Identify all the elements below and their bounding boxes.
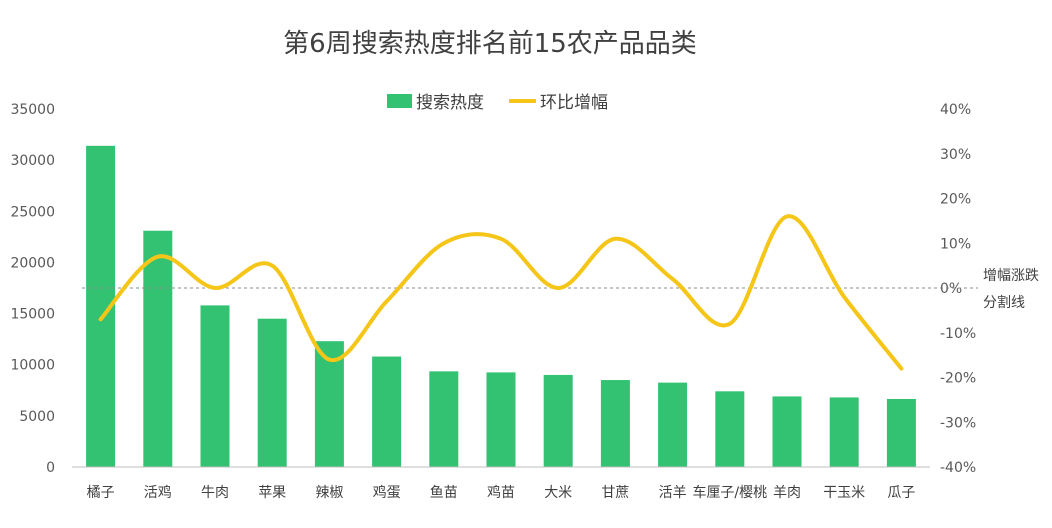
right-axis-tick-label: -20%: [940, 371, 976, 387]
left-axis-tick-label: 0: [46, 460, 55, 476]
category-label: 甘蔗: [601, 485, 629, 501]
bar: [486, 372, 516, 467]
bar: [372, 356, 402, 467]
category-label: 瓜子: [887, 485, 915, 501]
right-axis: -40% -30% -20% -10% 0% 10% 20% 30% 40%: [940, 102, 976, 476]
right-axis-tick-label: -30%: [940, 415, 976, 431]
bar: [200, 305, 230, 467]
bar: [772, 396, 802, 467]
category-label: 车厘子/樱桃: [692, 484, 767, 501]
category-label: 辣椒: [315, 485, 343, 501]
category-label: 活鸡: [144, 484, 172, 501]
bar: [658, 382, 688, 467]
category-label: 干玉米: [823, 485, 865, 501]
bar: [314, 341, 344, 467]
category-label: 羊肉: [773, 485, 801, 501]
category-label: 活羊: [659, 485, 687, 501]
bar-series: [86, 145, 916, 467]
right-axis-tick-label: 10%: [940, 236, 971, 252]
legend-label-search-heat: 搜索热度: [416, 93, 484, 113]
bar: [429, 371, 459, 467]
legend-label-growth: 环比增幅: [540, 93, 608, 113]
left-axis-tick-label: 35000: [10, 102, 55, 118]
right-axis-tick-label: 0%: [940, 281, 962, 297]
bar: [600, 380, 630, 467]
x-axis: 橘子 活鸡 牛肉 苹果 辣椒 鸡蛋 鱼苗 鸡苗 大米 甘蔗 活羊 车厘子/樱桃 羊肉 干玉米 瓜子: [72, 466, 930, 501]
left-axis-tick-label: 25000: [10, 204, 55, 220]
right-axis-tick-label: -40%: [940, 460, 976, 476]
right-axis-tick-label: 20%: [940, 192, 971, 208]
legend: 搜索热度 环比增幅: [387, 93, 608, 113]
bar: [886, 398, 916, 467]
left-axis: 0 5000 10000 15000 20000 25000 30000 35000: [10, 102, 55, 476]
right-axis-tick-label: -10%: [940, 326, 976, 342]
category-label: 鸡蛋: [373, 484, 401, 501]
left-axis-tick-label: 10000: [10, 358, 55, 374]
bar: [143, 230, 173, 467]
line-series: [98, 214, 904, 371]
left-axis-tick-label: 5000: [19, 409, 55, 425]
right-axis-tick-label: 40%: [940, 102, 971, 118]
category-label: 鸡苗: [487, 484, 515, 501]
left-axis-tick-label: 20000: [10, 255, 55, 271]
reference-line-label-1: 增幅涨跌: [983, 268, 1039, 284]
bar: [829, 397, 859, 467]
bar: [543, 374, 573, 467]
category-label: 橘子: [87, 485, 115, 501]
reference-line-label-2: 分割线: [983, 294, 1025, 311]
category-label: 鱼苗: [430, 484, 458, 501]
chart-title: 第6周搜索热度排名前15农产品品类: [283, 29, 697, 59]
bar: [257, 318, 287, 467]
category-label: 苹果: [258, 485, 286, 501]
category-label: 大米: [544, 485, 572, 501]
bar: [715, 391, 745, 467]
growth-line: [98, 214, 904, 371]
right-axis-tick-label: 30%: [940, 147, 971, 163]
reference-line-note: 增幅涨跌 分割线: [983, 268, 1039, 311]
left-axis-tick-label: 30000: [10, 153, 55, 169]
left-axis-tick-label: 15000: [10, 307, 55, 323]
category-label: 牛肉: [201, 485, 229, 501]
legend-swatch-search-heat: [387, 94, 412, 108]
